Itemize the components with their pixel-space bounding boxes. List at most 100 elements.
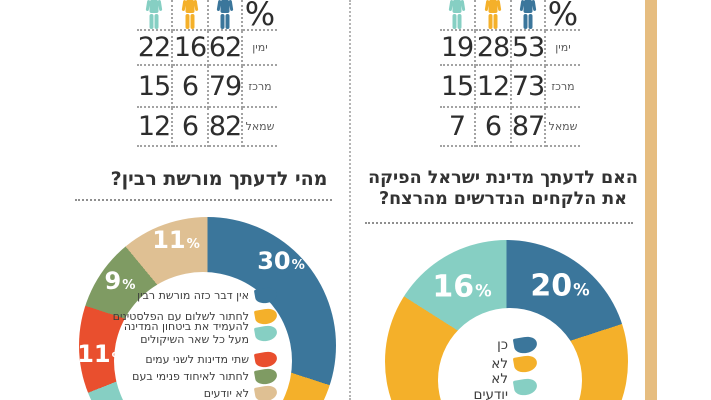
person-part bbox=[154, 13, 159, 29]
legend-item: לא bbox=[491, 354, 539, 375]
blue-droplet-icon bbox=[512, 335, 539, 356]
person-part bbox=[149, 13, 154, 29]
yellow-person-icon bbox=[484, 0, 502, 29]
question-right: האם לדעתך מדינת ישראל הפיקה את הלקחים הנ… bbox=[362, 168, 644, 210]
person-part bbox=[488, 0, 498, 13]
tan-side-bar bbox=[645, 0, 657, 400]
segment-percentage-label: 11% bbox=[77, 340, 125, 368]
table-header-cell bbox=[173, 0, 209, 31]
percent-symbol: % bbox=[122, 278, 136, 293]
segment-percentage-label: 9% bbox=[105, 267, 136, 295]
table-value: 6 bbox=[484, 111, 502, 142]
person-part bbox=[228, 0, 234, 11]
table-value: 12 bbox=[476, 70, 510, 102]
table-row-label: ימין bbox=[555, 41, 571, 54]
table-value-cell: 16 bbox=[173, 31, 209, 66]
legend-item: להעמיד את ביטחון המדינה מעל כל שאר השיקו… bbox=[99, 320, 279, 347]
question-right-underline bbox=[365, 222, 633, 224]
table-row-label-cell: מרכז bbox=[546, 66, 580, 108]
person-part bbox=[531, 0, 537, 11]
legend-label: שתי מדינות לשני עמים bbox=[145, 352, 249, 366]
table-row-label-cell: ימין bbox=[243, 31, 277, 66]
percentage-value: 16 bbox=[432, 269, 475, 305]
table-value-cell: 28 bbox=[476, 31, 512, 66]
table-value: 6 bbox=[181, 70, 199, 102]
person-part bbox=[220, 13, 225, 29]
legend-label: כן bbox=[497, 337, 508, 353]
question-left: מהי לדעתך מורשת רבין? bbox=[110, 168, 328, 190]
question-right-line1: האם לדעתך מדינת ישראל הפיקה bbox=[368, 168, 638, 188]
green-droplet-icon bbox=[253, 367, 279, 386]
table-header-cell bbox=[476, 0, 512, 31]
person-part bbox=[523, 0, 533, 13]
segment-percentage-label: 20% bbox=[530, 269, 589, 304]
table-value: 62 bbox=[208, 32, 242, 63]
table-value: 53 bbox=[511, 32, 545, 63]
red-droplet-icon bbox=[253, 350, 279, 369]
table-value-cell: 15 bbox=[440, 66, 476, 108]
blue-droplet-icon bbox=[253, 286, 279, 305]
legend-label: אין דבר כזה מורשת רבין bbox=[137, 288, 249, 302]
question-left-underline bbox=[75, 199, 332, 201]
table-value-cell: 62 bbox=[209, 31, 243, 66]
table-value: 28 bbox=[476, 32, 510, 63]
table-value: 6 bbox=[181, 111, 199, 142]
percentage-value: 11 bbox=[152, 226, 186, 254]
person-part bbox=[457, 13, 462, 29]
person-part bbox=[190, 13, 195, 29]
table-row-label-cell: מרכז bbox=[243, 66, 277, 108]
person-part bbox=[193, 0, 199, 11]
table-row-label-cell: שמאל bbox=[243, 108, 277, 147]
teal-droplet-icon bbox=[253, 324, 279, 343]
table-row-label-cell: שמאל bbox=[546, 108, 580, 147]
table-row-label: מרכז bbox=[248, 79, 272, 93]
percent-symbol: % bbox=[475, 281, 492, 301]
legend-label: לחתור לשלום עם הפלסטינים bbox=[112, 309, 249, 323]
person-part bbox=[185, 0, 195, 13]
legend-item: לא יודעים bbox=[204, 384, 279, 400]
table-value-cell: 87 bbox=[512, 108, 546, 147]
table-value-cell: 53 bbox=[512, 31, 546, 66]
dotted-page-divider bbox=[349, 0, 351, 400]
legend-item: לא יודעים bbox=[458, 371, 539, 400]
percent-symbol: % bbox=[111, 351, 125, 366]
person-part bbox=[496, 0, 502, 11]
table-value-cell: 7 bbox=[440, 108, 476, 147]
table-value-cell: 79 bbox=[209, 66, 243, 108]
legend-item: שתי מדינות לשני עמים bbox=[145, 350, 279, 369]
percent-header: % bbox=[546, 0, 580, 31]
table-row-label: ימין bbox=[252, 41, 268, 54]
percentage-value: 9 bbox=[104, 267, 122, 295]
table-value: 87 bbox=[511, 111, 545, 142]
table-value: 15 bbox=[440, 70, 474, 102]
person-part bbox=[488, 13, 493, 29]
person-part bbox=[149, 0, 159, 13]
percent-header: % bbox=[243, 0, 277, 31]
table-value-cell: 12 bbox=[137, 108, 173, 147]
percent-symbol: % bbox=[573, 280, 590, 300]
table-value: 22 bbox=[137, 32, 171, 63]
table-value: 73 bbox=[511, 70, 545, 102]
table-header-cell bbox=[512, 0, 546, 31]
table-value: 82 bbox=[208, 111, 242, 142]
legend-label: לחתור לאיחוד פנימי בעם bbox=[132, 369, 249, 383]
table-value-cell: 82 bbox=[209, 108, 243, 147]
legend-item: אין דבר כזה מורשת רבין bbox=[137, 286, 279, 305]
person-part bbox=[452, 13, 457, 29]
table-value-cell: 12 bbox=[476, 66, 512, 108]
person-part bbox=[220, 0, 230, 13]
percent-symbol: % bbox=[186, 237, 200, 252]
person-part bbox=[528, 13, 533, 29]
percent-symbol: % bbox=[547, 0, 579, 33]
table-row-label: מרכז bbox=[551, 79, 575, 93]
segment-percentage-label: 16% bbox=[432, 270, 491, 305]
table-value-cell: 6 bbox=[173, 66, 209, 108]
table-row-label-cell: ימין bbox=[546, 31, 580, 66]
table-header-cell bbox=[440, 0, 476, 31]
segment-percentage-label: 30% bbox=[257, 247, 305, 275]
legend-label: לא יודעים bbox=[473, 371, 509, 400]
table-row-label: שמאל bbox=[245, 120, 275, 133]
percentage-value: 30 bbox=[257, 247, 291, 275]
table-value-cell: 73 bbox=[512, 66, 546, 108]
